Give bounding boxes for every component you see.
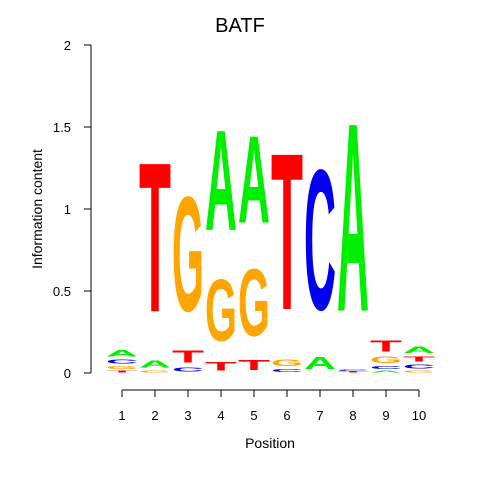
logo-letter-T: T [106,370,138,373]
logo-letter-A: A [370,370,402,373]
logo-letter-T: T [205,360,237,373]
x-axis: 1 2 3 4 5 6 7 8 9 10 [118,390,426,423]
logo-letter-T: T [271,108,303,357]
logo-letter-G: G [403,370,435,373]
x-tick-label: 6 [283,408,290,423]
logo-letter-T: T [403,355,435,363]
y-tick-label: 0 [64,366,71,381]
logo-letter-C: C [403,363,435,370]
logo-letter-A: A [139,358,171,369]
x-tick-label: 1 [118,408,125,423]
x-tick-label: 2 [151,408,158,423]
logo-letter-A: A [205,100,237,261]
logo-letter-G: G [139,370,171,373]
logo-letter-G: G [271,358,303,368]
logo-letter-G: G [205,261,237,360]
logo-letter-A: A [106,348,138,358]
logo-letter-C: C [304,127,336,352]
logo-letter-A: A [337,66,369,367]
x-tick-label: 9 [382,408,389,423]
logo-letter-G: G [106,365,138,370]
x-tick-label: 7 [316,408,323,423]
logo-letter-G: G [172,164,204,346]
x-tick-label: 5 [250,408,257,423]
logo-letter-A: A [238,109,270,249]
logo-letter-A: A [304,353,336,373]
logo-letter-A: A [403,345,435,355]
x-tick-label: 4 [217,408,224,423]
x-tick-label: 3 [184,408,191,423]
y-axis: 0 0.5 1 1.5 2 [53,38,91,381]
logo-letter-T: T [139,118,171,357]
y-tick-label: 1.5 [53,120,71,135]
logo-letter-C: C [337,370,369,372]
logo-letter-C: C [271,368,303,373]
x-tick-label: 8 [349,408,356,423]
logo-letter-G: G [370,355,402,365]
logo-letter-T: T [172,347,204,366]
logo-letter-C: C [106,358,138,365]
logo-letter-T: T [238,357,271,373]
logo-letter-C: C [370,365,402,370]
y-axis-label: Information content [29,149,45,269]
y-tick-label: 2 [64,38,71,53]
chart-title: BATF [215,15,265,37]
y-tick-label: 0.5 [53,284,71,299]
logo-letter-C: C [172,366,204,373]
logo-letter-T: T [370,337,402,355]
x-tick-label: 10 [412,408,426,423]
logo-letter-G: G [238,250,270,356]
logo-letter-T: T [337,371,370,373]
x-axis-label: Position [245,435,295,451]
y-tick-label: 1 [64,202,71,217]
